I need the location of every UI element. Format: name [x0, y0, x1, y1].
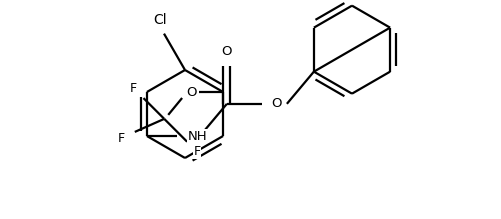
Text: F: F	[118, 132, 125, 145]
Text: O: O	[221, 45, 232, 58]
Text: Cl: Cl	[153, 13, 167, 27]
Text: F: F	[193, 145, 201, 158]
Text: F: F	[130, 82, 137, 95]
Text: O: O	[271, 97, 282, 110]
Text: NH: NH	[188, 129, 207, 143]
Text: O: O	[186, 85, 196, 99]
